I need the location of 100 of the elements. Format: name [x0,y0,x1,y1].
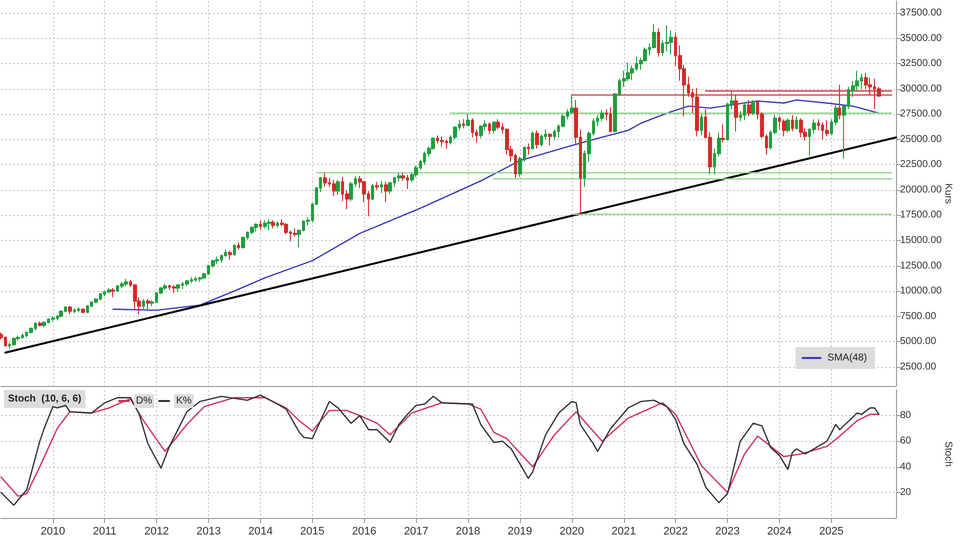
candlestick [548,132,552,146]
candlestick [81,308,85,314]
legend-title: Stoch (10, 6, 6) [8,394,82,404]
candlestick [695,87,699,137]
x-tick-label: 2011 [92,526,117,538]
y-tick-label: 2500.00 [900,361,937,372]
candlestick [570,94,574,115]
candlestick [271,220,275,229]
candlestick [120,281,124,288]
candlestick [492,120,496,134]
candlestick [276,220,279,228]
candlestick [215,256,219,264]
y-tick-label: 37500.00 [900,8,942,19]
candlestick [241,236,245,250]
candlestick [384,181,388,203]
candlestick [163,283,167,291]
x-tick-label: 2019 [508,526,532,538]
candlestick [172,284,176,294]
candlestick [42,320,46,328]
candlestick [388,181,392,195]
candlestick [146,298,150,310]
candlestick [323,172,327,188]
y-tick-label: 12500.00 [900,260,942,272]
candlestick [743,102,746,121]
candlestick [531,130,534,150]
x-tick-label: 2012 [144,526,169,538]
candlestick [68,306,72,315]
x-tick-label: 2024 [767,526,792,538]
candlestick [553,128,556,140]
candlestick [440,136,444,148]
y-tick-label: 10000.00 [900,286,942,297]
y-axis-title: Stoch [942,441,954,467]
legend-label: K% [176,396,192,406]
candlestick [228,250,232,260]
y-tick-label: 25000.00 [900,134,942,145]
candlestick [669,30,673,56]
candlestick [527,142,530,156]
y-tick-label: 30000.00 [900,83,942,94]
x-tick-label: 2013 [196,526,221,538]
candlestick [825,120,829,137]
x-tick-label: 2020 [560,526,584,538]
candlestick [734,94,738,132]
x-tick-label: 2022 [663,526,688,538]
candlestick [12,336,16,346]
x-tick-label: 2021 [612,526,636,538]
candlestick [609,106,612,133]
x-tick-label: 2015 [300,526,325,538]
candlestick [657,28,660,58]
candlestick [107,287,111,294]
x-tick-label: 2016 [352,526,376,538]
legend-label: SMA(48) [828,352,867,364]
candlestick [786,118,790,133]
candlestick [782,118,786,137]
y-tick-label: 60 [900,436,912,447]
y-tick-label: 15000.00 [900,234,942,246]
candlestick [263,220,267,229]
x-tick-label: 2014 [248,526,273,538]
candlestick [375,181,379,190]
candlestick [700,114,703,136]
candlestick [535,130,539,150]
x-tick-label: 2023 [715,526,740,538]
candlestick [38,320,42,327]
line-series [112,99,880,311]
y-tick-label: 32500.00 [900,58,942,70]
candlestick [371,183,374,201]
y-tick-label: 22500.00 [900,159,942,170]
candlestick [488,122,491,135]
candlestick [795,116,798,130]
candlestick [51,316,55,322]
candlestick [462,118,465,129]
candlestick [237,242,240,250]
legend-label: D% [136,396,152,406]
y-tick-label: 20000.00 [900,184,942,196]
candlestick [496,118,500,130]
candlestick [124,278,128,286]
candlestick [77,306,80,313]
candlestick [233,244,236,256]
y-tick-label: 5000.00 [900,336,937,348]
candlestick [799,118,803,138]
y-tick-label: 27500.00 [900,108,942,120]
candlestick [29,326,33,334]
y-tick-label: 80 [900,410,912,422]
candlestick [4,336,7,348]
candlestick [540,134,543,148]
x-tick-label: 2010 [40,526,66,538]
candlestick [59,310,63,318]
candlestick [16,334,20,342]
candlestick [111,287,115,298]
y-tick-label: 35000.00 [900,32,942,44]
y-tick-label: 7500.00 [900,310,937,322]
x-tick-label: 2018 [456,526,480,538]
y-tick-label: 40 [900,461,912,472]
candlestick [267,218,271,231]
candlestick [336,179,340,196]
candlestick [747,100,751,117]
x-tick-label: 2017 [404,526,428,538]
x-tick-label: 2025 [819,526,844,538]
candlestick [185,279,189,286]
candlestick [466,114,470,127]
candlestick [259,220,262,230]
